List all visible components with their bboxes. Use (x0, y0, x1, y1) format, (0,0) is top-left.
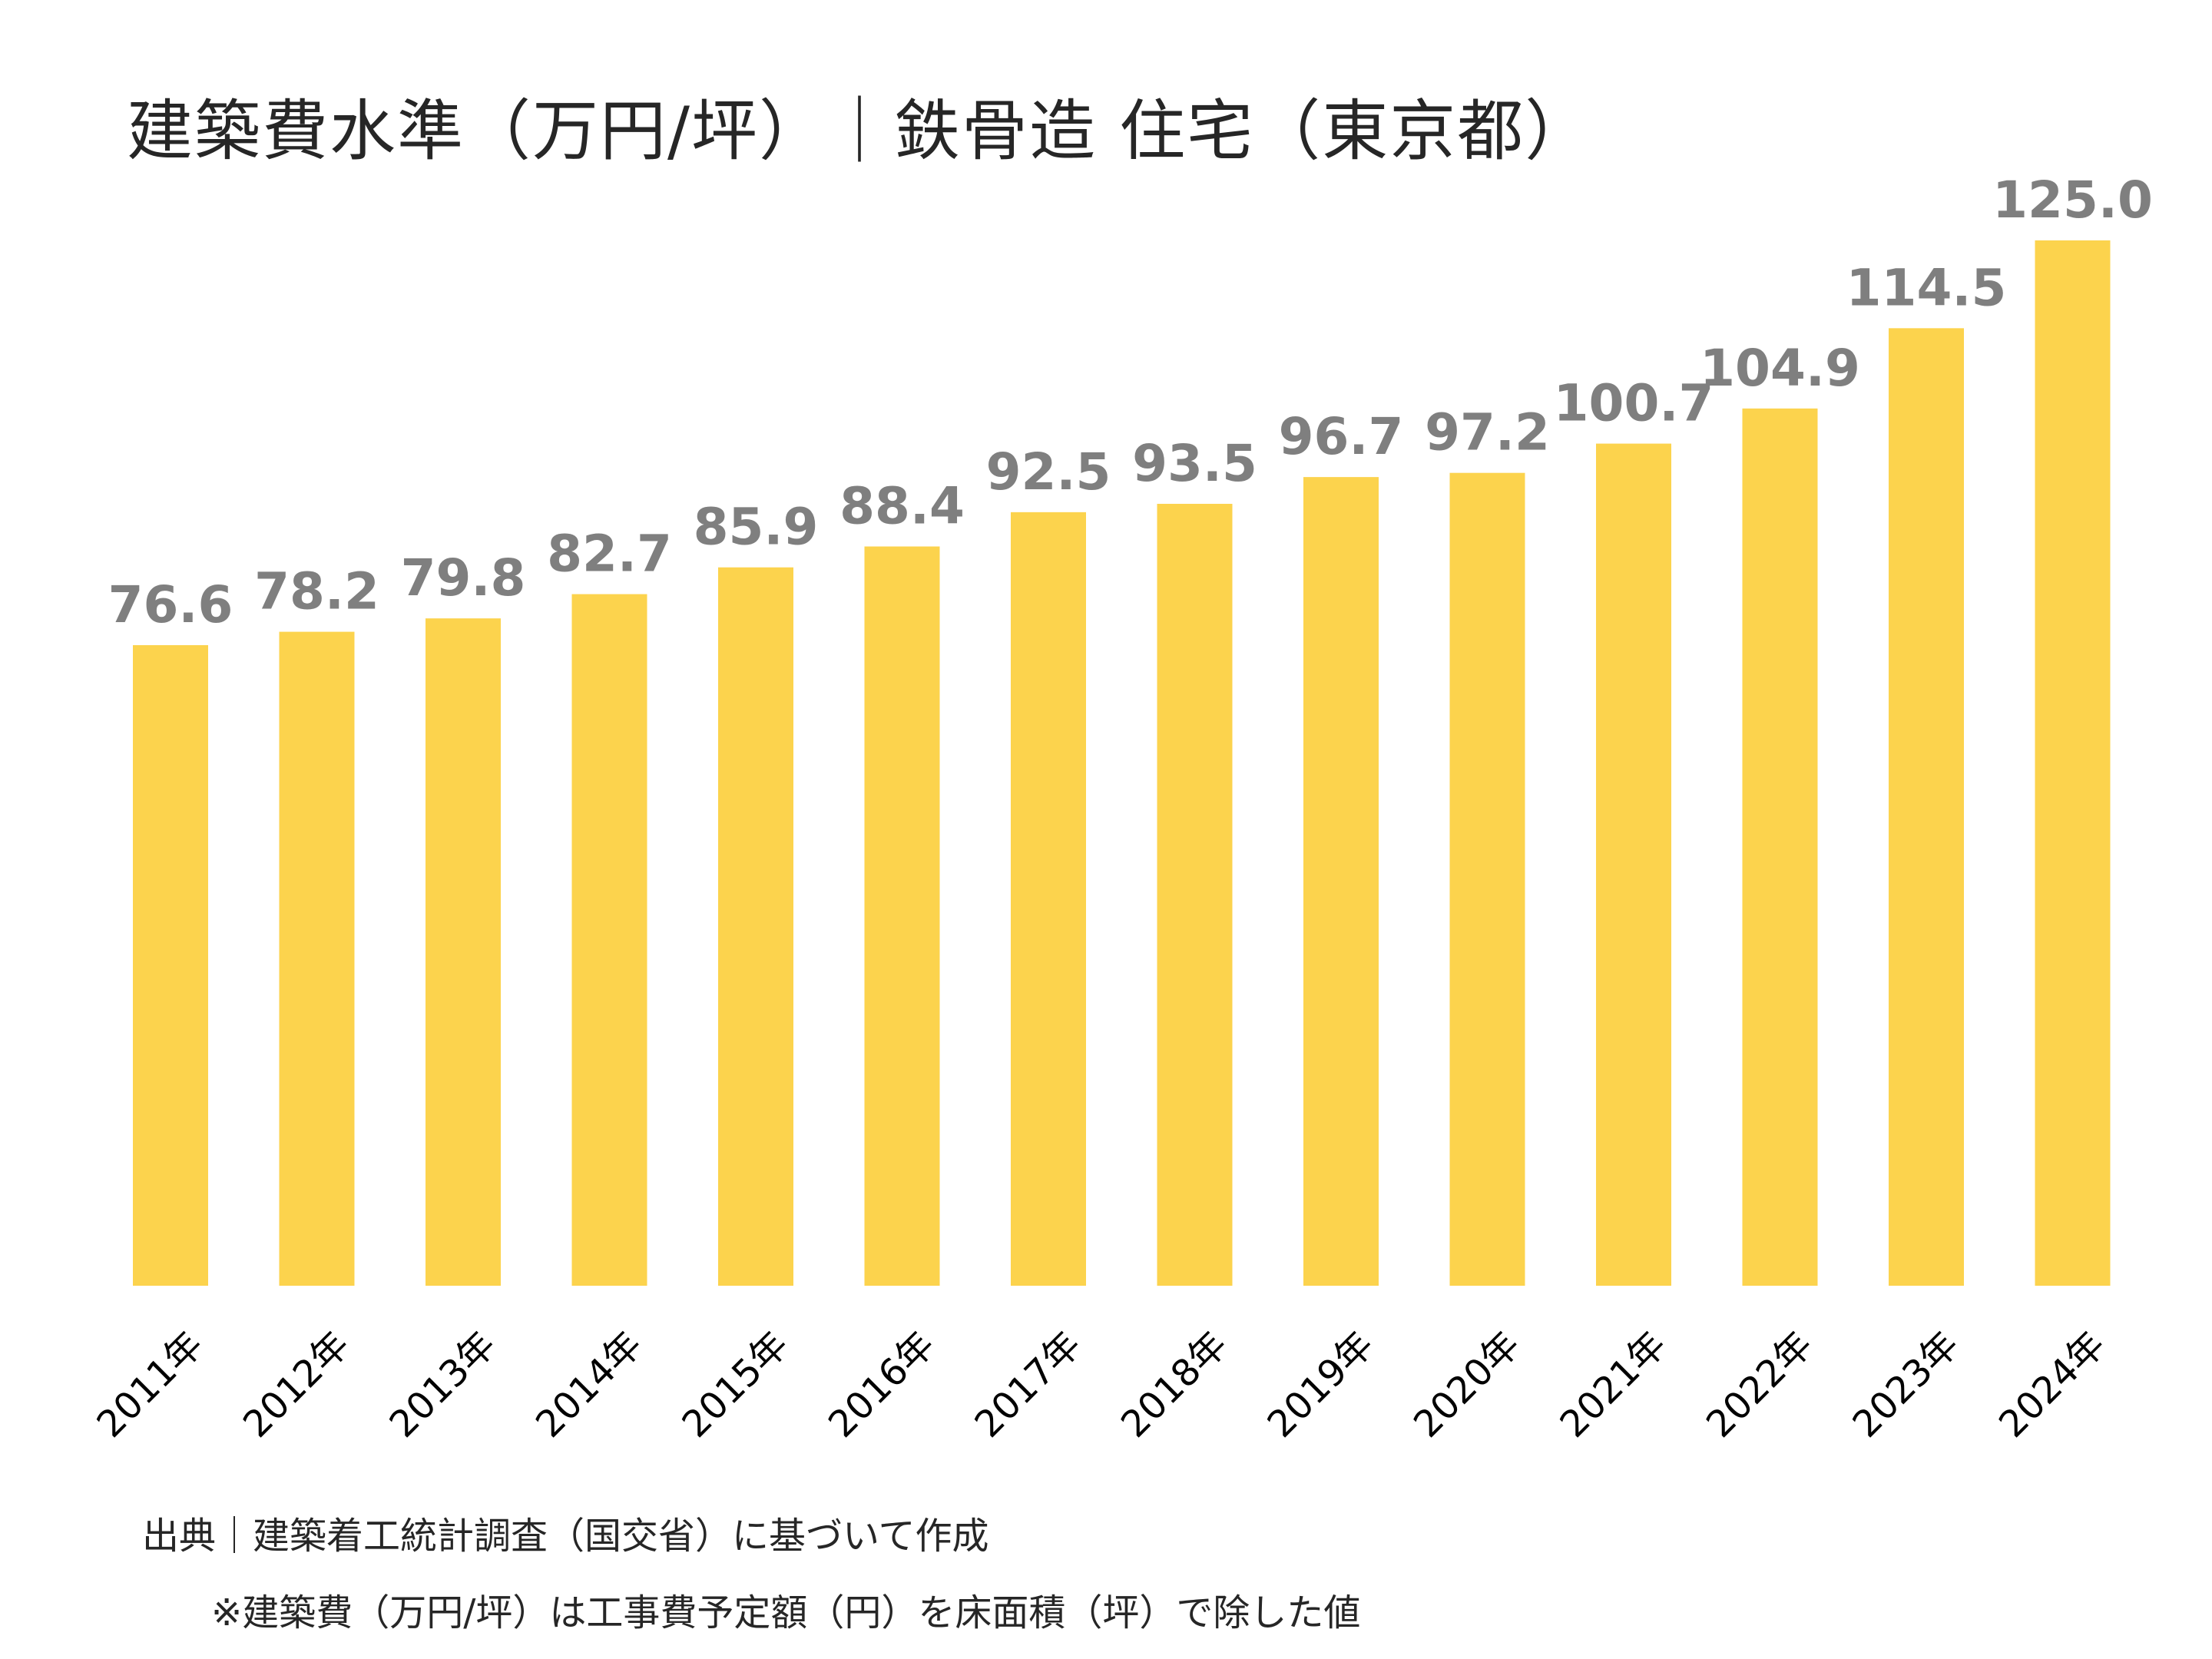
x-tick-label: 2013年 (381, 1323, 504, 1446)
x-tick-label: 2018年 (1113, 1323, 1236, 1446)
x-tick-label: 2016年 (820, 1323, 943, 1446)
x-tick-label: 2012年 (235, 1323, 358, 1446)
bar-2012年 (279, 631, 355, 1286)
bar-2017年 (1011, 512, 1086, 1286)
x-tick-label: 2024年 (1991, 1323, 2114, 1446)
x-tick-label: 2022年 (1698, 1323, 1821, 1446)
bars-layer (133, 240, 2111, 1286)
bar-2015年 (718, 567, 793, 1286)
bar-2021年 (1596, 443, 1671, 1286)
x-tick-label: 2011年 (88, 1323, 211, 1446)
x-tick-label: 2019年 (1259, 1323, 1382, 1446)
value-label: 85.9 (694, 498, 819, 557)
bar-2014年 (571, 594, 647, 1286)
x-axis-ticks-layer: 2011年 2012年 2013年 2014年 2015年 2016年 2017年 2018年… (88, 1323, 2113, 1446)
source-note: 出典｜建築着工統計調査（国交省）に基づいて作成 (142, 1515, 989, 1558)
bar-2018年 (1157, 503, 1233, 1286)
bar-2016年 (864, 546, 940, 1286)
x-tick-label: 2017年 (966, 1323, 1089, 1446)
bar-2024年 (2035, 240, 2111, 1286)
value-label: 76.6 (108, 575, 233, 634)
x-tick-label: 2023年 (1844, 1323, 1967, 1446)
value-label: 88.4 (839, 477, 965, 536)
value-label: 104.9 (1700, 339, 1860, 398)
value-label: 114.5 (1846, 258, 2007, 317)
value-label: 125.0 (1992, 171, 2153, 230)
x-tick-label: 2021年 (1551, 1323, 1674, 1446)
calculation-note: ※建築費（万円/坪）は工事費予定額（円）を床面積（坪）で除した値 (211, 1591, 1361, 1634)
value-label: 82.7 (547, 525, 672, 584)
bar-2020年 (1449, 472, 1525, 1286)
chart-title: 建築費水準（万円/坪）｜鉄骨造 住宅（東京都） (127, 93, 1593, 170)
value-label: 97.2 (1425, 403, 1550, 462)
bar-2013年 (426, 618, 501, 1286)
value-label: 100.7 (1554, 374, 1714, 433)
x-tick-label: 2020年 (1406, 1323, 1528, 1446)
value-label: 79.8 (401, 548, 526, 608)
bar-2011年 (133, 644, 208, 1286)
bar-2023年 (1889, 328, 1964, 1286)
x-tick-label: 2014年 (528, 1323, 651, 1446)
value-label: 96.7 (1279, 407, 1404, 466)
value-label: 92.5 (986, 442, 1111, 502)
value-labels-layer: 76.6 78.2 79.8 82.7 85.9 88.4 92.5 93.5 96.7 97.2… (108, 171, 2153, 634)
value-label: 78.2 (254, 562, 379, 621)
value-label: 93.5 (1132, 434, 1257, 493)
bar-2022年 (1742, 408, 1818, 1286)
x-tick-label: 2015年 (674, 1323, 796, 1446)
bar-2019年 (1303, 477, 1379, 1286)
